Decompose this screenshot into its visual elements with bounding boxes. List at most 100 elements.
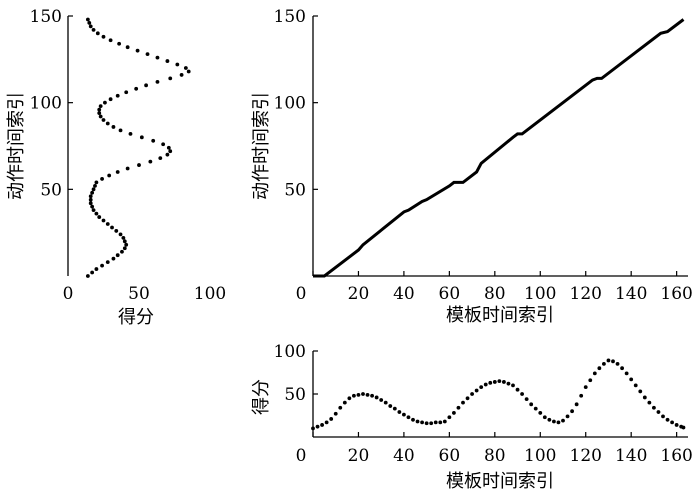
bottom-data-point [533,406,538,411]
bottom-data-point [615,362,620,366]
bottom-data-point [315,424,320,429]
bottom-data-point [361,392,365,396]
bottom-data-point [388,404,393,408]
bottom-data-point [488,380,493,385]
main-x-tick-label: 140 [615,284,647,304]
left-data-point [93,183,97,188]
bottom-score-panel: 50 100 0 20 40 60 80 100 120 140 160 得分 模板时间索引 [251,342,693,492]
bottom-data-point [333,411,338,416]
left-data-point [87,21,92,25]
bottom-data-point [365,392,370,397]
main-y-tick-label: 100 [274,94,306,114]
bottom-data-point [624,371,629,376]
left-y-tick-label: 150 [30,7,62,27]
left-data-point [122,239,127,244]
left-data-point [85,274,90,278]
left-data-point [148,159,153,164]
left-data-point [88,194,93,199]
left-data-point [105,222,110,226]
bottom-data-point [661,414,665,419]
left-data-point [105,260,110,265]
bottom-x-tick-label: 120 [570,446,602,466]
left-data-point [137,163,141,167]
bottom-data-point [347,396,352,401]
left-data-point [122,246,127,251]
left-data-point [125,166,130,171]
bottom-data-point [611,359,615,364]
bottom-data-point [406,415,411,420]
bottom-data-point [656,410,661,414]
bottom-x-axis-title: 模板时间索引 [446,471,554,492]
bottom-x-ticks: 0 20 40 60 80 100 120 140 160 [296,432,693,466]
left-data-point [117,41,122,46]
bottom-data-point [520,392,524,396]
bottom-data-point [461,400,465,405]
left-data-point [90,270,95,275]
bottom-data-point [515,387,520,392]
bottom-data-point [379,398,384,402]
left-data-point [94,180,99,185]
left-data-point [134,86,139,91]
bottom-data-point [570,409,574,414]
left-data-point [166,145,171,150]
bottom-data-point [674,423,679,427]
bottom-data-point [670,420,674,425]
bottom-data-point [642,395,647,400]
main-x-axis-title: 模板时间索引 [446,305,554,326]
left-x-ticks: 0 50 100 [63,284,227,304]
left-data-point [101,118,106,122]
bottom-data-point [383,400,388,405]
bottom-data-point [638,389,643,394]
left-x-tick-label: 50 [128,284,150,304]
bottom-data-point [542,415,547,420]
main-x-tick-label: 160 [660,284,692,304]
bottom-data-point [583,385,588,390]
bottom-x-tick-label: 140 [615,446,647,466]
bottom-data-point [506,381,511,386]
left-data-point [115,93,120,98]
bottom-data-point [606,358,611,363]
bottom-data-point [452,411,456,415]
bottom-data-point [681,425,686,430]
left-data-point [165,152,170,157]
bottom-data-point [492,380,497,384]
bottom-data-point [470,392,474,396]
bottom-data-point [465,396,470,401]
left-x-tick-label: 100 [194,284,226,304]
left-data-point [101,34,106,39]
left-data-point [103,100,107,105]
bottom-data-point [547,417,552,422]
left-data-point [97,215,102,219]
main-x-tick-label: 80 [484,284,506,304]
bottom-y-ticks: 50 100 [274,342,318,405]
bottom-data-point [602,362,606,366]
main-x-tick-label: 0 [296,284,307,304]
bottom-x-tick-label: 40 [393,446,415,466]
bottom-data-point [647,400,652,405]
left-data-point [98,104,103,109]
main-x-tick-label: 120 [570,284,602,304]
bottom-data-point [497,379,502,383]
bottom-data-points [311,358,686,431]
left-data-point [91,208,96,213]
bottom-data-point [629,377,634,382]
left-data-point [155,79,160,84]
bottom-data-point [424,421,429,426]
left-x-axis-title: 得分 [118,307,154,328]
main-y-axis-title: 动作时间索引 [251,92,272,200]
left-data-point [118,128,123,133]
left-data-point [165,59,170,63]
bottom-x-tick-label: 160 [660,446,692,466]
left-data-point [100,177,104,181]
left-data-point [118,232,123,237]
left-data-point [124,90,129,95]
bottom-x-tick-label: 60 [439,446,461,466]
left-x-tick-label: 0 [63,284,74,304]
left-data-point [90,204,95,209]
bottom-data-point [529,402,534,407]
left-data-point [91,187,96,192]
bottom-data-point [665,417,670,422]
left-data-point [111,256,116,261]
bottom-data-point [524,397,529,402]
main-x-tick-label: 40 [393,284,415,304]
